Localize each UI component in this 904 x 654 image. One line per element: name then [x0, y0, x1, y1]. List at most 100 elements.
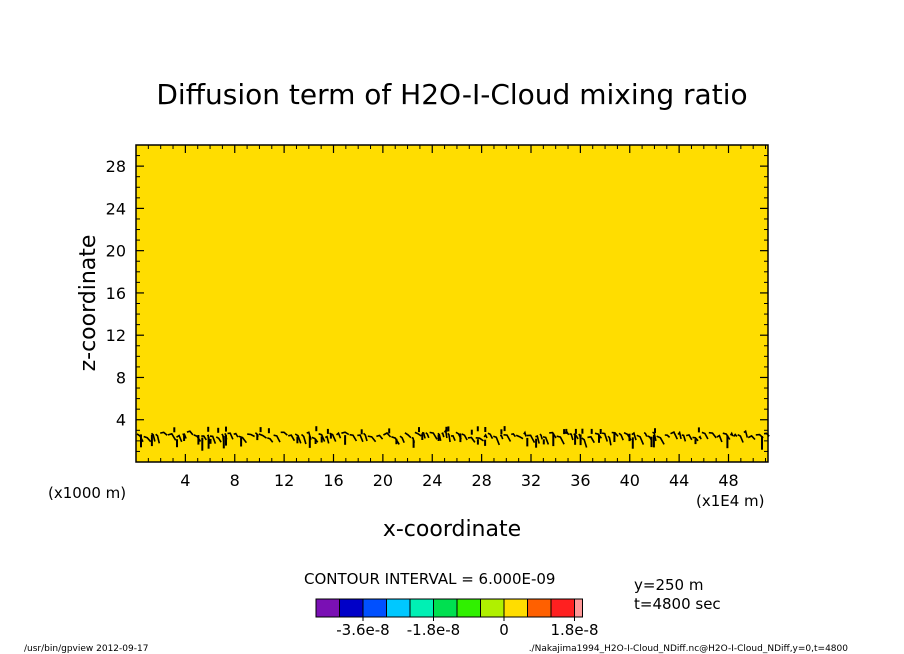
footer-left: /usr/bin/gpview 2012-09-17 — [24, 644, 148, 654]
contour-segment — [631, 431, 637, 441]
y-tick-label: 16 — [106, 284, 126, 303]
colorbar-labels: -3.6e-8 -1.8e-8 0 1.8e-8 — [336, 621, 598, 639]
contour-segment — [267, 437, 274, 443]
contour-segment — [539, 433, 543, 440]
contour-segment — [643, 431, 648, 437]
contour-segment — [258, 433, 267, 439]
x-tick-label: 4 — [180, 471, 190, 490]
contour-segment — [515, 434, 524, 440]
x-tick-label: 8 — [230, 471, 240, 490]
contour-segment — [716, 434, 723, 443]
colorbar-swatch — [433, 598, 458, 618]
contour-segment — [311, 436, 319, 443]
contour-segment — [391, 436, 400, 445]
contour-segment — [499, 434, 504, 440]
contour-segment — [160, 431, 168, 436]
contour-segment — [447, 432, 451, 443]
contour-segment — [523, 430, 527, 437]
contour-segment — [483, 433, 488, 439]
x-tick-labels: 4 8 12 16 20 24 28 32 36 40 44 48 — [180, 471, 738, 490]
colorbar-label: 0 — [499, 621, 509, 639]
y-tick-label: 4 — [116, 411, 126, 430]
contour-segment — [414, 431, 422, 437]
x-unit-label: (x1E4 m) — [696, 492, 765, 510]
contour-segment — [280, 431, 288, 436]
x-tick-label: 28 — [471, 471, 491, 490]
contour-lines — [136, 426, 770, 451]
colorbar — [315, 598, 583, 621]
contour-segment — [155, 433, 161, 444]
contour-segment — [176, 434, 183, 443]
contour-segment — [670, 431, 679, 440]
contour-segment — [376, 434, 384, 440]
x-tick-label: 20 — [373, 471, 393, 490]
contour-segment — [273, 434, 281, 443]
contour-segment — [294, 433, 302, 444]
contour-segment — [357, 434, 364, 443]
contour-segment — [288, 434, 296, 442]
contour-segment — [150, 432, 156, 442]
contour-segment — [367, 435, 377, 443]
x-tick-label: 48 — [718, 471, 738, 490]
contour-segment — [300, 433, 307, 445]
x-tick-label: 44 — [669, 471, 689, 490]
contour-segment — [341, 431, 350, 436]
contour-segment — [587, 435, 595, 444]
contour-segment — [503, 434, 512, 442]
contour-segment — [701, 431, 709, 440]
contour-segment — [399, 435, 405, 444]
contour-segment — [549, 431, 557, 439]
contour-segment — [511, 433, 517, 438]
y-unit-label: (x1000 m) — [48, 484, 126, 502]
contour-segment — [143, 435, 152, 443]
y-tick-labels: 4 8 12 16 20 24 28 — [106, 157, 126, 430]
plot-area — [136, 145, 768, 462]
colorbar-label: 1.8e-8 — [550, 621, 598, 639]
contour-segment — [743, 429, 749, 438]
contour-segment — [636, 434, 645, 445]
contour-segment — [732, 433, 738, 437]
contour-segment — [425, 432, 430, 439]
contour-segment — [404, 432, 412, 439]
contour-interval-label: CONTOUR INTERVAL = 6.000E-09 — [304, 570, 555, 588]
contour-segment — [324, 435, 330, 444]
x-tick-label: 12 — [274, 471, 294, 490]
contour-segment — [677, 430, 682, 440]
contour-segment — [601, 432, 609, 442]
contour-segment — [737, 433, 744, 443]
contour-segment — [692, 436, 699, 442]
contour-segment — [461, 433, 468, 441]
contour-segment — [493, 435, 501, 446]
colorbar-swatch — [574, 598, 583, 618]
contour-segment — [437, 432, 442, 441]
contour-segment — [186, 430, 194, 436]
contour-segment — [475, 437, 484, 442]
contour-segment — [201, 435, 207, 441]
contour-segment — [363, 432, 368, 442]
contour-segment — [535, 435, 540, 444]
y-position-annotation: y=250 m — [634, 576, 703, 594]
contour-segment — [556, 435, 565, 445]
contour-segment — [686, 433, 693, 441]
x-tick-label: 36 — [570, 471, 590, 490]
contour-segment — [247, 433, 255, 438]
contour-segment — [383, 431, 392, 438]
contour-segment — [167, 432, 177, 441]
contour-segment — [526, 434, 536, 443]
y-axis-label: z-coordinate — [76, 235, 101, 372]
contour-segment — [607, 435, 612, 446]
contour-segment — [618, 432, 624, 441]
contour-segment — [747, 434, 756, 441]
contour-segment — [698, 435, 702, 440]
colorbar-swatch — [480, 598, 505, 618]
contour-segment — [681, 434, 687, 442]
contour-segment — [542, 436, 550, 445]
colorbar-label: -3.6e-8 — [336, 621, 389, 639]
colorbar-swatch — [456, 598, 481, 618]
contour-segment — [209, 435, 217, 444]
contour-segment — [335, 431, 342, 439]
colorbar-swatch — [409, 598, 434, 618]
footer-right: ./Nakajima1994_H2O-I-Cloud_NDiff.nc@H2O-… — [529, 644, 849, 654]
contour-segment — [227, 432, 234, 440]
